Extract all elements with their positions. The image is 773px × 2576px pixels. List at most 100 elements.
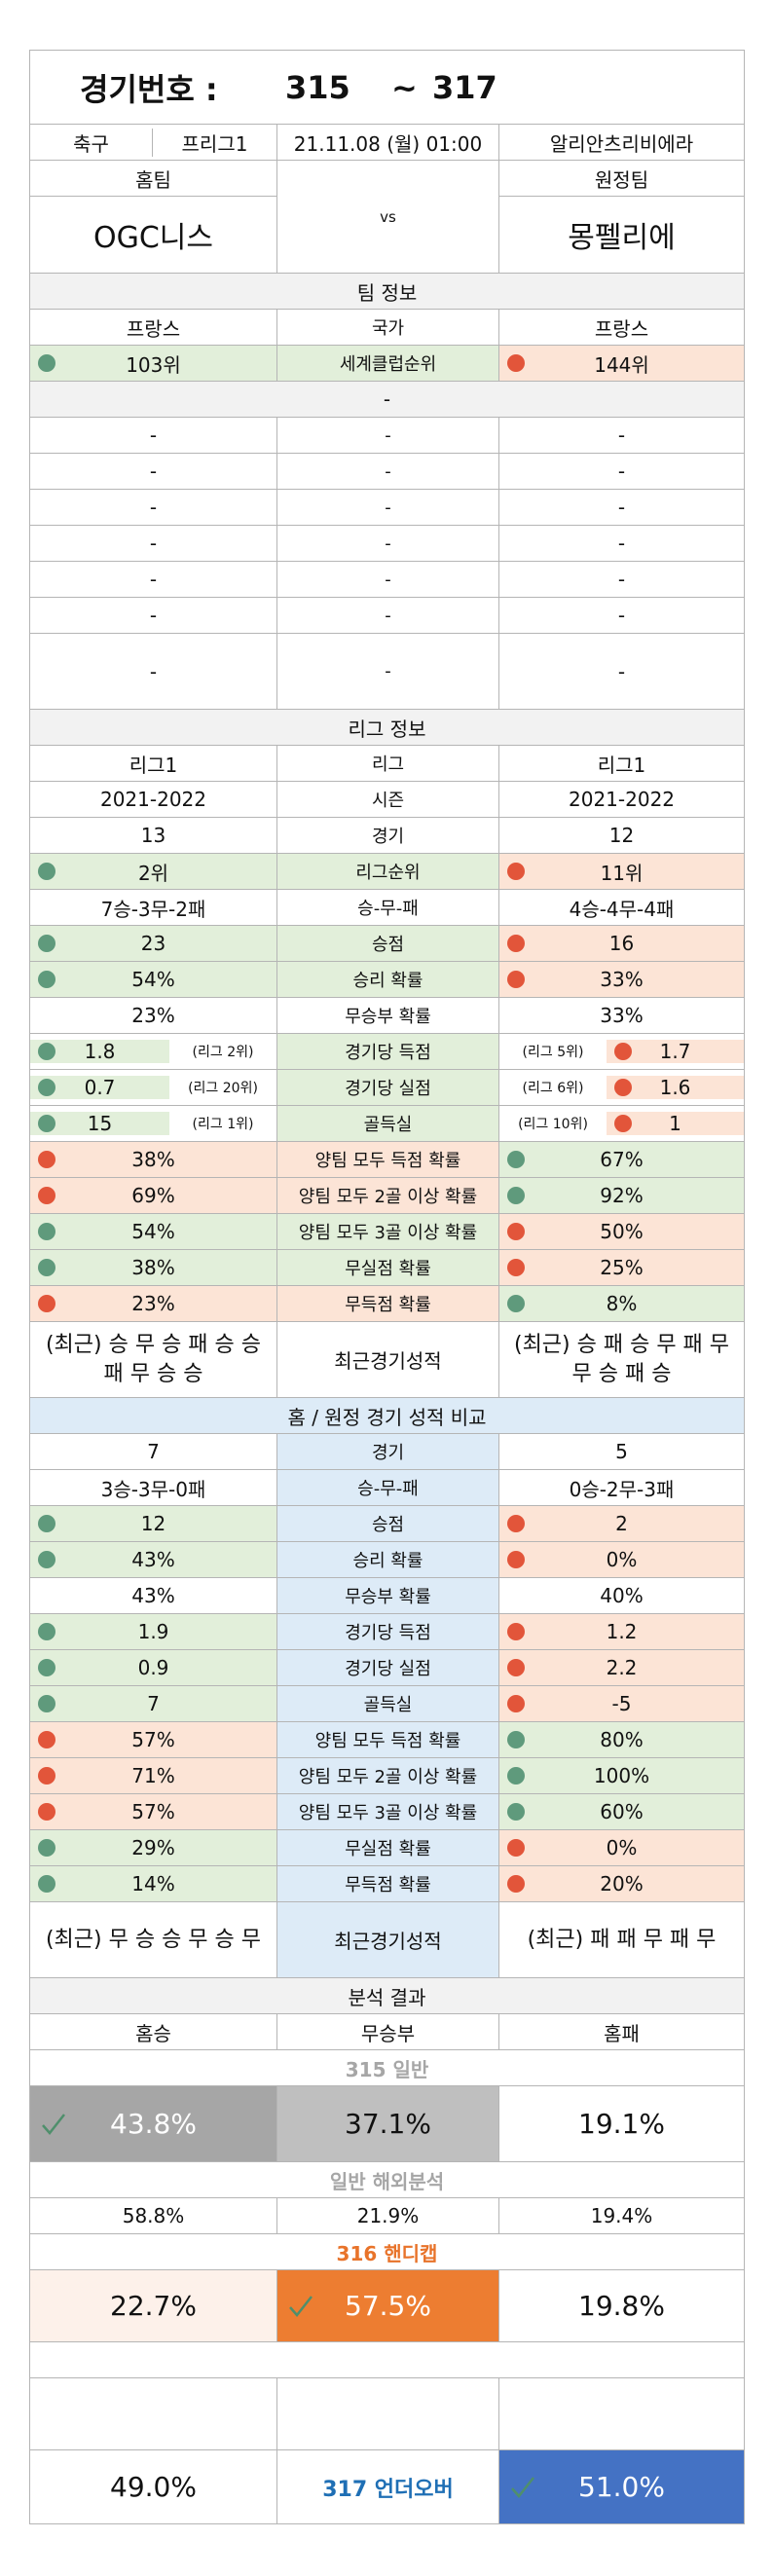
home-value: - <box>29 561 277 598</box>
home-text: 57% <box>131 1728 175 1751</box>
away-recent: (최근) 패 패 무 패 무 <box>497 1901 746 1978</box>
away-text: 20% <box>600 1872 644 1895</box>
overseas-text: 19.4% <box>590 2204 653 2227</box>
home-value: 23% <box>29 1285 277 1322</box>
marker-dot <box>507 1187 525 1204</box>
home-value: 1.9 <box>29 1613 277 1650</box>
row: 0.9 경기당 실점 2.2 <box>29 1649 746 1686</box>
home-value: 7승-3무-2패 <box>29 889 277 926</box>
away-value: 40% <box>497 1577 746 1614</box>
home-text: 14% <box>131 1872 175 1895</box>
home-text: 7 <box>147 1692 160 1715</box>
home-text: 23 <box>140 932 166 955</box>
marker-dot <box>507 1515 525 1532</box>
row: 23% 무득점 확률 8% <box>29 1285 746 1322</box>
home-value: - <box>29 417 277 454</box>
away-text: 11위 <box>600 861 644 885</box>
away-main: 1.6 <box>607 1076 744 1099</box>
away-split: (리그 6위) 1.6 <box>499 1076 744 1099</box>
row: --- <box>29 453 746 490</box>
row: 리그 정보 <box>28 709 746 746</box>
home-recent: (최근) 승 무 승 패 승 승 패 무 승 승 <box>29 1321 277 1398</box>
marker-dot <box>38 1295 55 1312</box>
label: 리그순위 <box>276 853 499 890</box>
marker-dot <box>38 1115 55 1132</box>
home-note: (리그 20위) <box>169 1076 276 1099</box>
away-text: 5 <box>615 1440 628 1463</box>
away-value: 92% <box>497 1177 746 1214</box>
sport-league-cell: 축구 프리그1 <box>29 124 277 161</box>
home-value: 54% <box>29 1213 277 1250</box>
header-sep: ~ <box>391 68 418 106</box>
check-icon <box>511 2476 534 2498</box>
row: 홈승 무승부 홈패 <box>29 2013 746 2050</box>
row: 15 (리그 1위) 골득실 (리그 10위) 1 <box>29 1105 746 1142</box>
label: 무실점 확률 <box>276 1829 499 1866</box>
marker-dot <box>507 1803 525 1821</box>
home-text: 43% <box>131 1548 175 1571</box>
away-text: 1.7 <box>659 1040 691 1063</box>
home-value: 2021-2022 <box>29 781 277 818</box>
row: 43.8% 37.1% 19.1% <box>29 2085 746 2162</box>
analysis-column: 홈승 <box>29 2013 277 2050</box>
row: (최근) 승 무 승 패 승 승 패 무 승 승 최근경기성적 (최근) 승 패 승… <box>29 1321 746 1398</box>
empty-cell <box>497 2377 746 2450</box>
away-value: 33% <box>497 961 746 998</box>
marker-dot <box>38 935 55 952</box>
label: 무실점 확률 <box>276 1249 499 1286</box>
section-title: 리그 정보 <box>28 709 746 746</box>
away-value: 67% <box>497 1141 746 1178</box>
away-text: 2021-2022 <box>569 788 676 811</box>
home-value: 57% <box>29 1793 277 1830</box>
away-value: (리그 5위) 1.7 <box>497 1033 746 1070</box>
home-text: 1.8 <box>84 1040 116 1063</box>
label: 경기당 실점 <box>276 1649 499 1686</box>
sport-league: 축구 프리그1 <box>31 128 276 157</box>
away-text: 1 <box>669 1112 681 1135</box>
label: 국가 <box>276 309 499 346</box>
away-text: - <box>617 568 626 591</box>
home-text: 13 <box>140 824 166 847</box>
handicap-text: 57.5% <box>345 2290 431 2322</box>
away-text: 2 <box>615 1512 628 1535</box>
away-text: - <box>617 532 626 555</box>
row: 홈팀 vs 원정팀 <box>29 160 746 274</box>
header-from: 315 <box>285 68 350 106</box>
away-value: 2.2 <box>497 1649 746 1686</box>
row: 38% 양팀 모두 득점 확률 67% <box>29 1141 746 1178</box>
home-value: 69% <box>29 1177 277 1214</box>
marker-dot <box>507 1551 525 1568</box>
row: 프랑스 국가 프랑스 <box>29 309 746 346</box>
marker-dot <box>38 1731 55 1748</box>
row: --- <box>29 633 746 710</box>
home-value: 43% <box>29 1541 277 1578</box>
away-value: - <box>497 453 746 490</box>
home-main: 0.7 <box>30 1076 169 1099</box>
away-note: (리그 5위) <box>499 1040 607 1063</box>
marker-dot <box>38 1187 55 1204</box>
away-value: 0% <box>497 1829 746 1866</box>
venue: 알리안츠리비에라 <box>497 124 746 161</box>
away-split: (리그 5위) 1.7 <box>499 1040 744 1063</box>
marker-dot <box>38 1803 55 1821</box>
label: 양팀 모두 2골 이상 확률 <box>276 1757 499 1794</box>
away-value: 2021-2022 <box>497 781 746 818</box>
home-split: 15 (리그 1위) <box>30 1112 276 1135</box>
label: - <box>276 633 499 710</box>
label: 무승부 확률 <box>276 1577 499 1614</box>
home-text: 0.7 <box>84 1076 116 1099</box>
header-to: 317 <box>432 68 497 106</box>
away-value: 100% <box>497 1757 746 1794</box>
general-text: 37.1% <box>345 2108 431 2140</box>
away-text: 0% <box>606 1836 638 1859</box>
full-row: - <box>28 381 746 418</box>
label: 양팀 모두 득점 확률 <box>276 1721 499 1758</box>
home-text: 7승-3무-2패 <box>100 897 206 921</box>
home-text: 29% <box>131 1836 175 1859</box>
away-text: - <box>617 423 626 447</box>
row: 7 골득실 -5 <box>29 1685 746 1722</box>
away-value: 0% <box>497 1541 746 1578</box>
vs: vs <box>276 160 499 274</box>
away-text: 0승-2무-3패 <box>569 1477 675 1501</box>
